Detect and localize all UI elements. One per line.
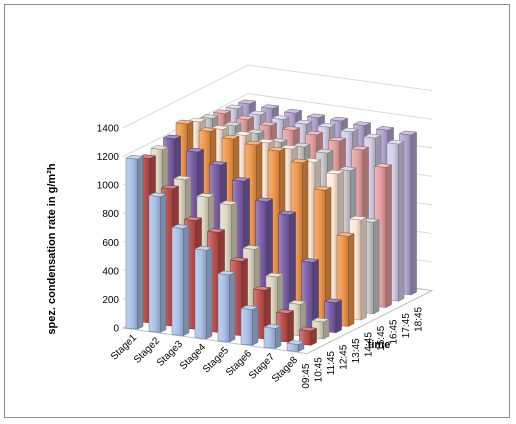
y-axis-title: spez. condensation rate in g/m²h (46, 163, 58, 334)
bar (148, 192, 167, 333)
y-tick-labels: 0 200 400 600 800 1000 1200 1400 (97, 124, 120, 335)
series-tick-label: 14:45 (364, 332, 375, 357)
series-tick-label: 17:45 (401, 313, 412, 338)
series-tick-label: 15:45 (376, 325, 387, 350)
bar (263, 324, 282, 349)
series-tick-label: 16:45 (389, 319, 400, 344)
gridline (122, 93, 433, 158)
bar (313, 186, 332, 324)
bar (286, 340, 305, 353)
bar (194, 245, 213, 340)
y-tick-label: 1200 (97, 152, 120, 163)
y-tick-label: 0 (113, 324, 119, 335)
bars (125, 99, 418, 353)
bar (171, 224, 190, 337)
series-tick-label: 18:45 (414, 306, 425, 331)
series-tick-label: 13:45 (351, 338, 362, 363)
series-tick-label: 10:45 (314, 357, 325, 382)
bar (125, 154, 144, 330)
y-tick-label: 800 (102, 209, 119, 220)
bar (217, 270, 236, 343)
series-tick-label: 12:45 (339, 344, 350, 369)
y-tick-label: 1000 (97, 181, 120, 192)
y-tick-label: 600 (102, 238, 119, 249)
y-tick-label: 200 (102, 295, 119, 306)
bar (240, 305, 259, 346)
y-tick-label: 1400 (97, 124, 120, 135)
series-tick-label: 09:45 (301, 363, 312, 388)
chart-frame: 0 200 400 600 800 1000 1200 1400 Stage1 Stage2 St… (4, 4, 510, 418)
series-tick-label: 11:45 (326, 351, 337, 376)
gridline (122, 64, 433, 129)
series-axis-title: time (368, 339, 391, 351)
y-tick-label: 400 (102, 266, 119, 277)
series-tick-labels: 09:45 10:45 11:45 12:45 13:45 14:45 15:45 16:45… (301, 306, 425, 388)
